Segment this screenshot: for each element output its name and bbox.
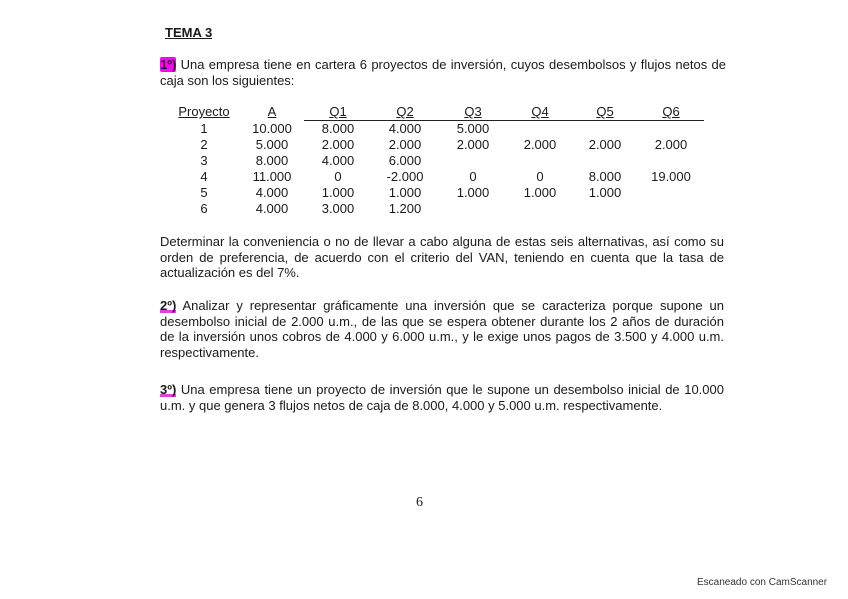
column-header: A (240, 104, 304, 121)
value-cell (638, 153, 704, 169)
value-cell: 1.000 (588, 185, 622, 200)
table-row: 6 4.000 3.000 1.200 (168, 201, 704, 217)
project-number-cell: 5 (200, 185, 208, 200)
value-cell (572, 153, 638, 169)
project-number-cell: 2 (200, 137, 208, 152)
column-header-label: A (267, 104, 277, 120)
table-header-row: Proyecto A Q1 Q2 Q3 Q4 Q5 Q6 (168, 104, 704, 121)
column-header-label: Q1 (329, 104, 347, 119)
question-3-number: 3º) (160, 382, 177, 397)
question-1-instruction: Determinar la conveniencia o no de lleva… (160, 234, 724, 280)
value-cell: 4.000 (255, 201, 289, 216)
value-cell (572, 121, 638, 138)
value-cell (438, 153, 508, 169)
value-cell: 19.000 (651, 169, 691, 184)
column-header-label: Q4 (531, 104, 549, 119)
table-row: 4 11.000 0 -2.000 0 0 8.000 19.000 (168, 169, 704, 185)
value-cell: 4.000 (321, 153, 355, 168)
value-cell (508, 121, 572, 138)
column-header: Q5 (572, 104, 638, 121)
project-number-cell: 3 (200, 153, 208, 168)
value-cell: 5.000 (255, 137, 289, 152)
column-header: Q1 (304, 104, 372, 121)
column-header: Q6 (638, 104, 704, 121)
column-header: Proyecto (168, 104, 240, 121)
value-cell: 11.000 (252, 169, 292, 184)
column-header-label: Q5 (596, 104, 614, 119)
value-cell: 1.000 (456, 185, 490, 200)
value-cell: 1.200 (388, 201, 422, 216)
value-cell: 8.000 (588, 169, 622, 184)
value-cell (508, 201, 572, 217)
value-cell: 8.000 (321, 121, 355, 136)
question-1-text: Una empresa tiene en cartera 6 proyectos… (160, 57, 726, 88)
value-cell: 10.000 (252, 120, 292, 136)
question-3-text: Una empresa tiene un proyecto de inversi… (160, 382, 724, 413)
project-number-cell: 1 (200, 120, 208, 136)
question-2: 2º) Analizar y representar gráficamente … (160, 298, 724, 360)
value-cell: 4.000 (388, 121, 422, 136)
question-3: 3º) Una empresa tiene un proyecto de inv… (160, 382, 724, 413)
value-cell (638, 121, 704, 138)
value-cell: 5.000 (456, 121, 490, 136)
value-cell (572, 201, 638, 217)
value-cell (438, 201, 508, 217)
column-header-label: Q3 (464, 104, 482, 119)
value-cell: 1.000 (523, 185, 557, 200)
value-cell (638, 185, 704, 201)
value-cell: 2.000 (523, 137, 557, 152)
value-cell: 1.000 (321, 185, 355, 200)
table-row: 1 10.000 8.000 4.000 5.000 (168, 121, 704, 138)
question-1: 1º) Una empresa tiene en cartera 6 proye… (160, 57, 726, 88)
project-number-cell: 6 (200, 201, 208, 216)
value-cell: 2.000 (654, 137, 688, 152)
value-cell: 4.000 (255, 185, 289, 200)
column-header-label: Q6 (662, 104, 680, 119)
value-cell: 0 (334, 169, 342, 184)
value-cell: 2.000 (456, 137, 490, 152)
value-cell (638, 201, 704, 217)
value-cell: 2.000 (388, 137, 422, 152)
page-number: 6 (416, 495, 423, 510)
value-cell: 0 (536, 169, 544, 184)
column-header: Q4 (508, 104, 572, 121)
column-header-label: Q2 (396, 104, 414, 119)
table-row: 2 5.000 2.000 2.000 2.000 2.000 2.000 2.000 (168, 137, 704, 153)
value-cell: 2.000 (321, 137, 355, 152)
question-2-text: Analizar y representar gráficamente una … (160, 298, 724, 360)
scanner-watermark: Escaneado con CamScanner (697, 577, 828, 588)
question-2-number: 2º) (160, 298, 177, 313)
value-cell: 6.000 (388, 153, 422, 168)
column-header-label: Proyecto (178, 104, 230, 120)
value-cell: 8.000 (255, 153, 289, 168)
value-cell: 0 (469, 169, 477, 184)
value-cell: 1.000 (388, 185, 422, 200)
value-cell (508, 153, 572, 169)
question-1-number: 1º) (160, 57, 177, 72)
table-row: 5 4.000 1.000 1.000 1.000 1.000 1.000 (168, 185, 704, 201)
column-header: Q2 (372, 104, 438, 121)
page-title: TEMA 3 (165, 25, 213, 40)
projects-table: Proyecto A Q1 Q2 Q3 Q4 Q5 Q6 1 10.000 8.000 4.000 5… (168, 104, 704, 217)
value-cell: 3.000 (321, 201, 355, 216)
column-header: Q3 (438, 104, 508, 121)
project-number-cell: 4 (200, 169, 208, 184)
table-row: 3 8.000 4.000 6.000 (168, 153, 704, 169)
value-cell: -2.000 (386, 169, 424, 184)
value-cell: 2.000 (588, 137, 622, 152)
